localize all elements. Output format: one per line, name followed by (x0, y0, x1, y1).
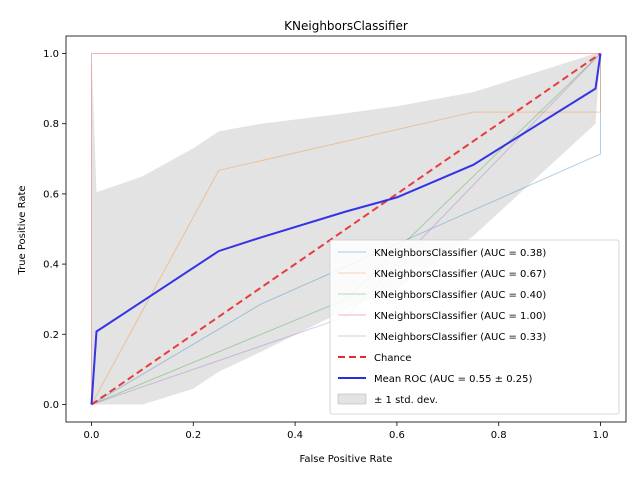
x-tick-label: 1.0 (593, 430, 609, 441)
y-tick-label: 0.6 (43, 189, 59, 200)
y-tick-label: 0.2 (43, 330, 59, 341)
x-tick-label: 0.2 (185, 430, 201, 441)
plot-area: 0.0 0.2 0.4 0.6 0.8 1.0 0.0 0.2 0.4 0.6 0.8 1.0 (43, 35, 627, 441)
roc-fold-line-2 (91, 53, 601, 405)
legend-swatch-band (337, 393, 367, 405)
legend-entry-label: KNeighborsClassifier (AUC = 0.38) (374, 248, 546, 259)
legend-entry-label: KNeighborsClassifier (AUC = 0.67) (374, 269, 546, 280)
legend-entry-label: ± 1 std. dev. (374, 395, 438, 406)
chance-line (90, 52, 602, 406)
legend-entry-label: KNeighborsClassifier (AUC = 0.33) (374, 332, 546, 343)
y-tick-label: 1.0 (43, 49, 59, 60)
roc-fold-line-4 (91, 53, 601, 405)
y-axis-label: True Positive Rate (17, 185, 28, 275)
roc-fold-line-5 (91, 53, 601, 405)
legend-entry-label: Chance (374, 353, 411, 364)
plot-frame (65, 35, 627, 423)
x-tick-label: 0.0 (84, 430, 100, 441)
x-tick-label: 0.4 (287, 430, 303, 441)
legend-entry-label: KNeighborsClassifier (AUC = 1.00) (374, 311, 546, 322)
legend-box (329, 239, 620, 415)
y-tick-label: 0.8 (43, 119, 59, 130)
chart-title: KNeighborsClassifier (284, 19, 408, 33)
mean-roc-line (90, 53, 602, 405)
legend-entry-label: KNeighborsClassifier (AUC = 0.40) (374, 290, 546, 301)
legend-entry-label: Mean ROC (AUC = 0.55 ± 0.25) (374, 374, 532, 385)
roc-fold-line-1 (91, 53, 601, 405)
x-tick-label: 0.8 (491, 430, 507, 441)
y-tick-label: 0.0 (43, 400, 59, 411)
x-axis-label: False Positive Rate (300, 454, 393, 465)
legend: KNeighborsClassifier (AUC = 0.38) KNeighb… (329, 239, 620, 415)
y-tick-label: 0.4 (43, 260, 59, 271)
x-tick-label: 0.6 (389, 430, 405, 441)
